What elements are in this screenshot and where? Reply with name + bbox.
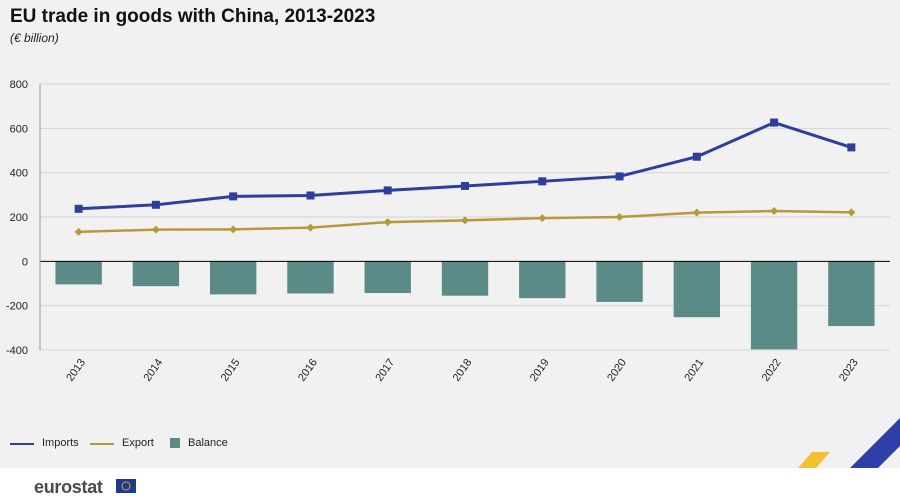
legend-swatch-balance	[170, 438, 180, 448]
imports-point	[770, 118, 779, 127]
legend-label-imports: Imports	[42, 437, 79, 449]
chart-title: EU trade in goods with China, 2013-2023	[10, 6, 376, 27]
export-point	[538, 214, 547, 223]
legend-swatch-imports	[10, 443, 34, 445]
balance-bar	[132, 261, 180, 287]
balance-bar	[210, 261, 257, 295]
export-point	[229, 225, 238, 234]
balance-bar	[828, 261, 875, 327]
imports-point	[229, 192, 238, 201]
export-point	[847, 208, 856, 217]
y-tick-label: 600	[10, 123, 28, 135]
legend-swatch-export	[90, 443, 114, 445]
imports-point	[615, 172, 624, 181]
imports-point	[847, 143, 856, 152]
balance-bar	[364, 261, 411, 294]
export-point	[692, 208, 701, 217]
export-point	[770, 207, 779, 216]
eurostat-logo: eurostat	[34, 477, 103, 497]
eu-flag-icon	[116, 479, 136, 493]
imports-point	[151, 200, 160, 209]
y-tick-label: 400	[10, 168, 28, 180]
export-point	[383, 218, 392, 227]
imports-point	[692, 152, 701, 161]
balance-bar	[287, 261, 334, 294]
balance-bar	[441, 261, 489, 296]
chart-subtitle: (€ billion)	[10, 31, 59, 45]
y-tick-label: 0	[22, 256, 28, 268]
imports-point	[538, 177, 547, 186]
decor-stripe-blue	[848, 418, 900, 484]
export-point	[306, 223, 315, 232]
export-point	[74, 227, 83, 236]
imports-point	[461, 181, 469, 190]
balance-bar	[673, 261, 720, 318]
footer	[0, 468, 900, 500]
export-point	[461, 216, 469, 225]
balance-bar	[55, 261, 102, 285]
balance-bar	[750, 261, 798, 350]
y-tick-label: 800	[10, 79, 28, 91]
imports-point	[306, 191, 315, 200]
y-tick-label: -400	[6, 345, 28, 357]
legend-label-balance: Balance	[188, 437, 228, 449]
imports-point	[383, 186, 392, 195]
balance-bar	[519, 261, 566, 299]
legend-label-export: Export	[122, 437, 154, 449]
imports-point	[74, 204, 83, 213]
y-tick-label: 200	[10, 212, 28, 224]
y-tick-label: -200	[6, 301, 28, 313]
export-point	[615, 213, 624, 221]
export-point	[151, 225, 160, 234]
balance-bar	[596, 261, 643, 302]
